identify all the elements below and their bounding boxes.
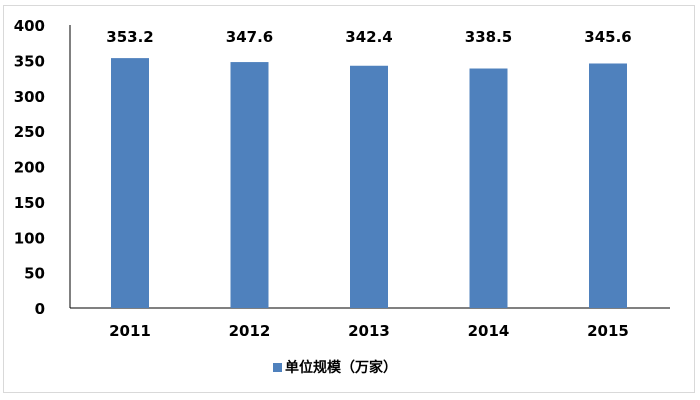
y-tick-label: 50 bbox=[24, 265, 45, 283]
bar-2011 bbox=[111, 58, 149, 309]
bars: 353.2 347.6 342.4 338.5 345.6 bbox=[106, 28, 632, 309]
data-label-2011: 353.2 bbox=[106, 28, 153, 46]
data-label-2015: 345.6 bbox=[584, 28, 631, 46]
x-axis-labels: 2011 2012 2013 2014 2015 bbox=[109, 322, 629, 340]
legend-label: 单位规模（万家） bbox=[285, 359, 397, 376]
bar-2014 bbox=[469, 68, 508, 308]
y-tick-label: 250 bbox=[14, 123, 45, 141]
bar-2013 bbox=[350, 65, 388, 308]
y-axis-ticks: 0 50 100 150 200 250 300 350 400 bbox=[14, 17, 45, 318]
x-tick-label: 2012 bbox=[229, 322, 271, 340]
y-tick-label: 100 bbox=[14, 229, 45, 247]
y-tick-label: 400 bbox=[14, 17, 45, 35]
x-tick-label: 2015 bbox=[587, 322, 629, 340]
bar-2015 bbox=[589, 63, 627, 308]
data-label-2014: 338.5 bbox=[465, 28, 512, 46]
bar-2012 bbox=[230, 62, 269, 308]
y-tick-label: 150 bbox=[14, 194, 45, 212]
y-tick-label: 0 bbox=[35, 300, 45, 318]
x-tick-label: 2014 bbox=[468, 322, 510, 340]
data-label-2012: 347.6 bbox=[226, 28, 273, 46]
legend: 单位规模（万家） bbox=[273, 359, 397, 376]
y-tick-label: 200 bbox=[14, 159, 45, 177]
legend-swatch bbox=[273, 363, 282, 372]
y-tick-label: 300 bbox=[14, 88, 45, 106]
x-tick-label: 2011 bbox=[109, 322, 151, 340]
data-label-2013: 342.4 bbox=[345, 28, 392, 46]
chart-frame bbox=[3, 5, 695, 393]
y-tick-label: 350 bbox=[14, 52, 45, 70]
x-tick-label: 2013 bbox=[348, 322, 390, 340]
